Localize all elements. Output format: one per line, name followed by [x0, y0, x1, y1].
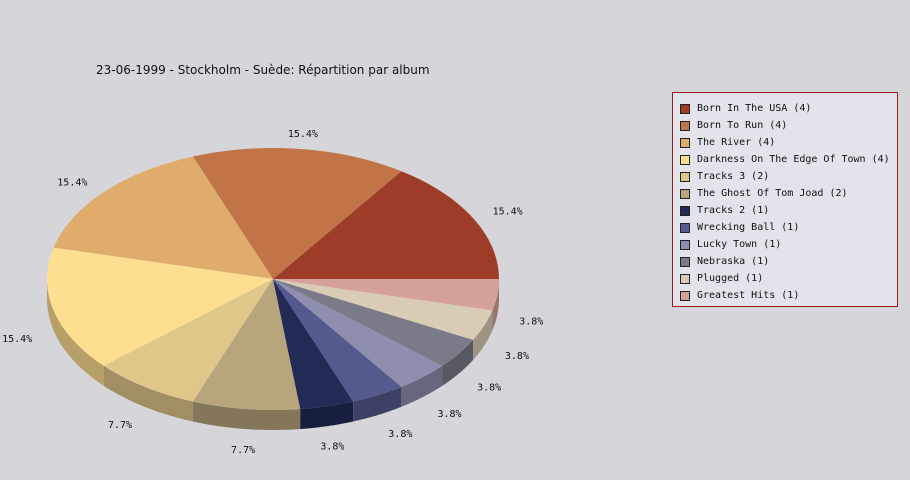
- pie-labels: 15.4% 15.4% 15.4% 15.4% 7.7% 7.7% 3.8% 3.8% 3.8%…: [2, 129, 543, 456]
- slice-greatest-hits: [273, 279, 499, 311]
- slice-tracks-2: [273, 279, 354, 410]
- legend-item: The Ghost Of Tom Joad (2): [680, 185, 897, 202]
- slice-lucky-town: [273, 279, 443, 387]
- pie-slices: [47, 148, 499, 410]
- slice-the-river: [53, 156, 273, 279]
- legend-item: Wrecking Ball (1): [680, 219, 897, 236]
- slice-wrecking-ball: [273, 279, 402, 402]
- slice-side-lucky-town: [401, 365, 443, 407]
- slice-nebraska: [273, 279, 474, 366]
- legend-label: Born In The USA (4): [697, 103, 812, 114]
- legend-item: Born To Run (4): [680, 117, 897, 134]
- legend-swatch: [680, 273, 690, 284]
- slice-side-plugged: [473, 310, 493, 360]
- legend-swatch: [680, 103, 690, 114]
- legend-item: Lucky Town (1): [680, 236, 897, 253]
- pct-label-nebraska: 3.8%: [477, 383, 501, 394]
- legend-item: Tracks 3 (2): [680, 168, 897, 185]
- pct-label-tracks-3: 7.7%: [108, 420, 132, 431]
- legend-label: Plugged (1): [697, 273, 764, 284]
- legend-item: Darkness On The Edge Of Town (4): [680, 151, 897, 168]
- pct-label-darkness-on-the-edge-of-town: 15.4%: [2, 334, 32, 345]
- pct-label-the-river: 15.4%: [57, 178, 87, 189]
- legend-label: Lucky Town (1): [697, 239, 782, 250]
- legend-swatch: [680, 171, 690, 182]
- legend-label: Tracks 2 (1): [697, 205, 770, 216]
- pct-label-greatest-hits: 3.8%: [519, 317, 543, 328]
- legend-item: The River (4): [680, 134, 897, 151]
- pie-sides: [47, 279, 499, 430]
- legend-swatch: [680, 205, 690, 216]
- pct-label-lucky-town: 3.8%: [438, 409, 462, 420]
- slice-side-tracks-2: [300, 401, 354, 430]
- legend-swatch: [680, 239, 690, 250]
- slice-side-darkness-on-the-edge-of-town: [47, 279, 104, 386]
- slice-side-wrecking-ball: [353, 386, 402, 422]
- legend-swatch: [680, 290, 690, 301]
- legend-item: Plugged (1): [680, 270, 897, 287]
- slice-tracks-3: [103, 279, 273, 402]
- slice-born-to-run: [192, 148, 402, 279]
- legend-item: Greatest Hits (1): [680, 287, 897, 304]
- slice-side-nebraska: [442, 339, 474, 386]
- legend-swatch: [680, 222, 690, 233]
- pct-label-born-to-run: 15.4%: [288, 129, 318, 140]
- legend-item: Born In The USA (4): [680, 100, 897, 117]
- legend-swatch: [680, 188, 690, 199]
- legend-swatch: [680, 137, 690, 148]
- legend-item: Tracks 2 (1): [680, 202, 897, 219]
- pct-label-wrecking-ball: 3.8%: [388, 429, 412, 440]
- pct-label-plugged: 3.8%: [505, 351, 529, 362]
- slice-the-ghost-of-tom-joad: [192, 279, 301, 410]
- legend-label: Born To Run (4): [697, 120, 788, 131]
- legend-label: Wrecking Ball (1): [697, 222, 800, 233]
- slice-darkness-on-the-edge-of-town: [47, 247, 273, 366]
- slice-born-in-the-usa: [273, 171, 499, 279]
- legend-swatch: [680, 256, 690, 267]
- legend-label: Greatest Hits (1): [697, 290, 800, 301]
- slice-plugged: [273, 279, 493, 340]
- legend-swatch: [680, 154, 690, 165]
- legend-label: Tracks 3 (2): [697, 171, 770, 182]
- legend-item: Nebraska (1): [680, 253, 897, 270]
- legend-swatch: [680, 120, 690, 131]
- legend-label: Darkness On The Edge Of Town (4): [697, 154, 890, 165]
- legend-label: The Ghost Of Tom Joad (2): [697, 188, 848, 199]
- pct-label-tracks-2: 3.8%: [320, 442, 344, 453]
- pct-label-born-in-the-usa: 15.4%: [493, 207, 523, 218]
- legend-label: The River (4): [697, 137, 776, 148]
- slice-side-the-ghost-of-tom-joad: [192, 401, 301, 430]
- slice-side-greatest-hits: [492, 279, 499, 331]
- chart-title: 23-06-1999 - Stockholm - Suède: Répartit…: [96, 63, 430, 77]
- legend: Born In The USA (4) Born To Run (4) The Ri…: [672, 92, 898, 307]
- pct-label-the-ghost-of-tom-joad: 7.7%: [231, 445, 255, 456]
- slice-side-tracks-3: [103, 365, 193, 422]
- legend-label: Nebraska (1): [697, 256, 770, 267]
